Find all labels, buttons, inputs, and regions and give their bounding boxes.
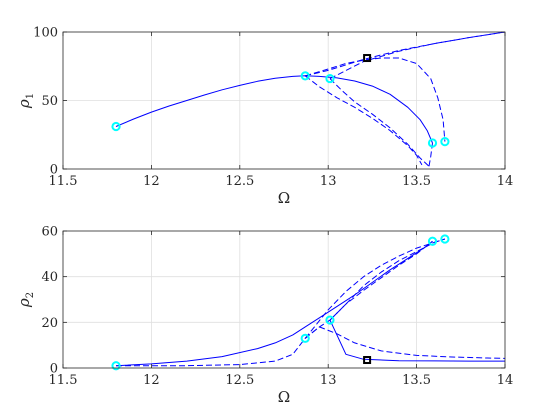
- series-group: [115, 32, 505, 167]
- marker-square-6: [363, 54, 372, 63]
- y-axis-label-subscript: 1: [25, 93, 36, 99]
- y-axis-label: ρ1: [15, 93, 36, 109]
- series-line-3-dashed: [305, 32, 505, 77]
- series-line-4-dashed: [329, 32, 505, 80]
- series-line-1-solid: [115, 240, 433, 367]
- series-line-7-dashed: [428, 142, 433, 167]
- y-tick-label: 20: [41, 316, 58, 331]
- series-line-6-dashed: [329, 78, 430, 167]
- y-axis-label-symbol: ρ: [15, 298, 33, 308]
- marker-circle-2: [300, 71, 310, 81]
- y-axis-label-symbol: ρ: [15, 99, 33, 109]
- axes-background: [63, 231, 505, 368]
- x-tick-label: 11.5: [49, 174, 78, 189]
- marker-circle-2: [300, 333, 310, 343]
- series-group: [115, 238, 505, 367]
- x-tick-label: 11.5: [49, 373, 78, 388]
- y-axis-label-subscript: 2: [25, 292, 36, 298]
- series-line-6-dashed: [304, 326, 505, 359]
- subplot-rho2: 11.5 12 12.5 13 13.5 14 0 20 40 60 Ωρ2: [15, 225, 513, 407]
- x-tick-label: 13: [320, 373, 337, 388]
- y-tick-label: 60: [41, 225, 58, 240]
- marker-circle-3: [325, 315, 335, 325]
- axes-frame: [62, 230, 506, 369]
- x-tick-label: 14: [497, 174, 514, 189]
- y-axis-label: ρ2: [15, 292, 36, 308]
- subplot-rho1: 11.5 12 12.5 13 13.5 14 0 50 100 Ωρ1: [15, 26, 513, 208]
- series-line-5-solid: [329, 319, 505, 362]
- marker-circle-4: [427, 138, 438, 148]
- x-tick-label: 12: [143, 174, 160, 189]
- series-line-2-dashed: [305, 57, 446, 142]
- marker-square-6: [363, 356, 372, 365]
- x-tick-label: 13.5: [402, 174, 431, 189]
- y-tick-label: 0: [50, 163, 58, 178]
- y-tick-label: 50: [41, 94, 58, 109]
- y-tick-label: 40: [41, 270, 58, 285]
- series-line-4-dashed: [329, 240, 433, 321]
- x-tick-label: 12.5: [225, 174, 254, 189]
- x-tick-label: 13.5: [402, 373, 431, 388]
- x-tick-label: 12.5: [225, 373, 254, 388]
- x-tick-label: 14: [497, 373, 514, 388]
- marker-circle-5: [440, 234, 450, 244]
- marker-circle-1: [111, 361, 121, 371]
- marker-circle-4: [427, 236, 438, 246]
- x-tick-label: 13: [320, 174, 337, 189]
- y-tick-label: 0: [50, 362, 58, 377]
- marker-circle-1: [111, 121, 121, 132]
- x-axis-label: Ω: [278, 388, 290, 406]
- marker-circle-5: [440, 137, 450, 147]
- series-line-3-dashed: [304, 238, 446, 339]
- marker-circle-3: [325, 73, 335, 84]
- x-axis-label: Ω: [278, 189, 290, 207]
- y-tick-label: 100: [33, 26, 58, 41]
- series-line-1-solid: [115, 75, 433, 144]
- x-tick-label: 12: [143, 373, 160, 388]
